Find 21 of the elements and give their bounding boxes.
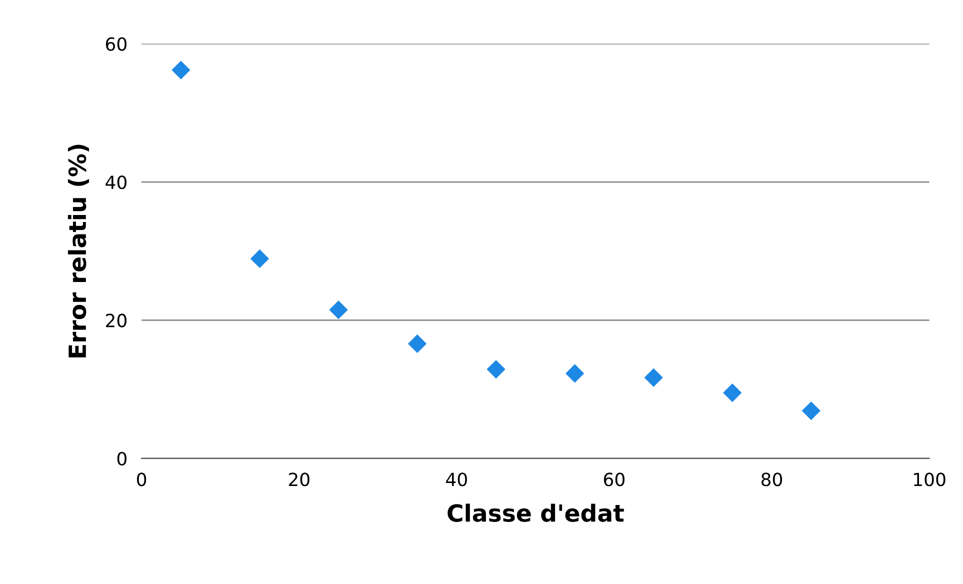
y-tick-label: 60 (106, 37, 126, 51)
point (802, 401, 820, 420)
y-tick-label: 40 (106, 175, 126, 190)
x-axis-title: Classe d'edat (448, 504, 624, 522)
point (408, 334, 427, 354)
point (566, 364, 584, 383)
x-tick-label: 100 (914, 472, 946, 486)
point (329, 300, 348, 320)
point (644, 368, 663, 387)
x-tick-label: 40 (446, 472, 467, 486)
point (250, 249, 270, 268)
y-tick-label: 20 (106, 314, 126, 328)
point (723, 383, 742, 402)
y-tick-label: 0 (117, 452, 126, 466)
point (172, 60, 190, 80)
x-tick-label: 0 (137, 472, 146, 486)
x-tick-label: 80 (761, 472, 782, 486)
x-tick-label: 20 (288, 472, 310, 486)
x-tick-label: 60 (604, 472, 624, 486)
point (486, 360, 506, 379)
y-axis-title: Error relatiu (%) (68, 144, 90, 358)
